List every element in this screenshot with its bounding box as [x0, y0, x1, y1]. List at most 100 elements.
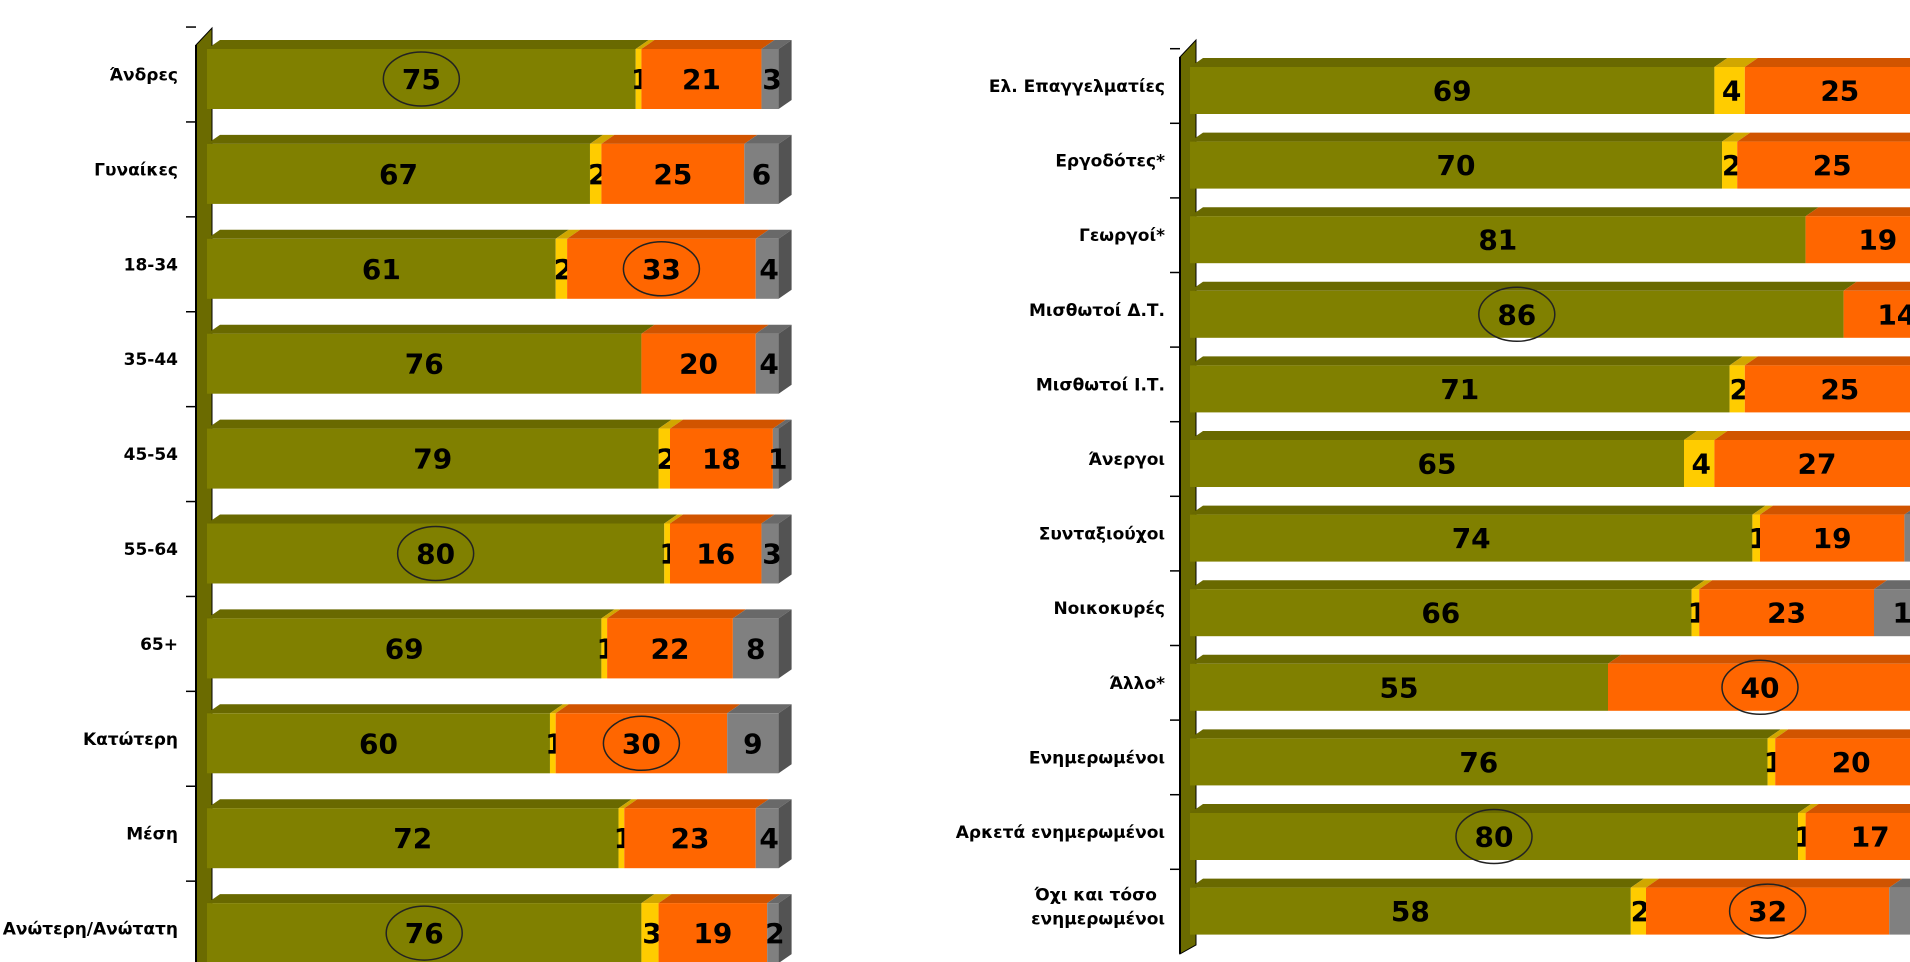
data-label: 4: [1691, 448, 1710, 481]
category-label: Συνταξιούχοι: [1039, 525, 1165, 545]
bar-top-face: [1722, 132, 1751, 142]
bar-segment: [1775, 738, 1910, 786]
bar-segment: [1630, 887, 1646, 935]
bar-side-face: [778, 894, 792, 962]
bar-top-face: [207, 134, 603, 144]
bar-segment: [207, 523, 665, 584]
bar-top-face: [1744, 58, 1910, 67]
category-label: Εργοδότες*: [1055, 152, 1165, 172]
highlight-circle: [1721, 659, 1799, 716]
bar-top-face: [755, 324, 792, 334]
category-label: Άνεργοι: [1088, 450, 1165, 470]
bar-segment: [1190, 290, 1844, 338]
bar-segment: [658, 903, 768, 962]
data-label: 19: [1813, 522, 1852, 555]
bar-top-face: [1737, 132, 1910, 142]
data-label: 76: [1459, 746, 1498, 779]
bar-segment: [1190, 887, 1631, 935]
category-label: 35-44: [124, 350, 179, 370]
bar-segment: [641, 333, 756, 394]
bar-segment: [732, 618, 779, 679]
bar-top-face: [1684, 431, 1728, 440]
data-label: 80: [416, 538, 455, 571]
bar-top-face: [1190, 804, 1811, 813]
bar-segment: [1190, 813, 1798, 860]
data-label: 9: [743, 727, 762, 760]
bar-side-face: [778, 609, 792, 679]
bar-top-face: [567, 229, 769, 239]
bar-segment: [1646, 887, 1890, 935]
bar-segment: [207, 808, 619, 869]
data-label: 65: [1418, 448, 1457, 481]
bar-top-face: [1190, 654, 1621, 664]
bar-top-face: [1805, 804, 1910, 813]
bar-top-face: [664, 514, 683, 524]
bar-top-face: [1190, 281, 1857, 291]
bar-top-face: [1190, 207, 1819, 217]
bar-segment: [761, 523, 779, 584]
bar-side-face: [778, 134, 792, 204]
bar-segment: [207, 428, 659, 489]
data-label: 17: [1851, 821, 1890, 854]
bar-segment: [567, 238, 756, 299]
bar-top-face: [1889, 878, 1910, 888]
bar-top-face: [207, 609, 615, 619]
bar-top-face: [761, 514, 792, 524]
bar-segment: [744, 143, 779, 204]
bar-segment: [549, 713, 556, 774]
bar-segment: [767, 903, 779, 962]
data-label: 80: [1475, 821, 1514, 854]
bar-top-face: [555, 229, 581, 239]
bar-top-face: [1190, 505, 1766, 515]
bar-top-face: [1190, 878, 1644, 888]
bar-top-face: [1190, 58, 1728, 67]
data-label: 69: [385, 632, 424, 665]
data-label: 21: [682, 63, 721, 96]
bar-top-face: [727, 704, 792, 714]
bar-side-face: [778, 324, 792, 394]
bar-top-face: [618, 799, 638, 809]
data-label: 4: [759, 822, 778, 855]
bar-top-face: [207, 704, 563, 714]
bar-segment: [1904, 514, 1910, 562]
bar-segment: [1190, 589, 1692, 637]
category-label: Κατώτερη: [83, 730, 178, 750]
bar-segment: [1190, 67, 1715, 114]
bar-segment: [1190, 514, 1753, 562]
bar-top-face: [1190, 431, 1697, 440]
highlight-circle: [396, 525, 475, 582]
bar-top-face: [1190, 356, 1743, 366]
bar-segment: [1874, 589, 1910, 637]
bar-segment: [641, 903, 659, 962]
bar-top-face: [772, 419, 792, 429]
bar-top-face: [1699, 580, 1887, 590]
bar-segment: [1190, 365, 1730, 413]
data-label: 69: [1433, 75, 1472, 108]
bar-segment: [624, 808, 756, 869]
data-label: 2: [1631, 895, 1650, 928]
category-label: Γεωργοί*: [1079, 226, 1165, 246]
bar-top-face: [641, 324, 769, 334]
bar-segment: [607, 618, 733, 679]
data-label: 23: [671, 822, 710, 855]
highlight-circle: [602, 715, 681, 772]
data-label: 72: [393, 822, 432, 855]
bar-segment: [1714, 440, 1910, 487]
data-label: 32: [1748, 895, 1787, 928]
category-label: Μισθωτοί Ι.Τ.: [1036, 375, 1165, 395]
bar-top-face: [624, 799, 769, 809]
data-label: 30: [622, 727, 661, 760]
data-label: 25: [1820, 75, 1859, 108]
bar-segment: [658, 428, 670, 489]
bar-top-face: [732, 609, 792, 619]
bar-segment: [755, 808, 779, 869]
bar-top-face: [549, 704, 569, 714]
bar-segment: [1805, 813, 1910, 860]
data-label: 22: [651, 632, 690, 665]
data-label: 3: [642, 917, 661, 950]
bar-segment: [207, 238, 556, 299]
bar-segment: [589, 143, 602, 204]
bar-segment: [1889, 887, 1910, 935]
bar-top-face: [601, 609, 621, 619]
data-label: 2: [1729, 373, 1748, 406]
